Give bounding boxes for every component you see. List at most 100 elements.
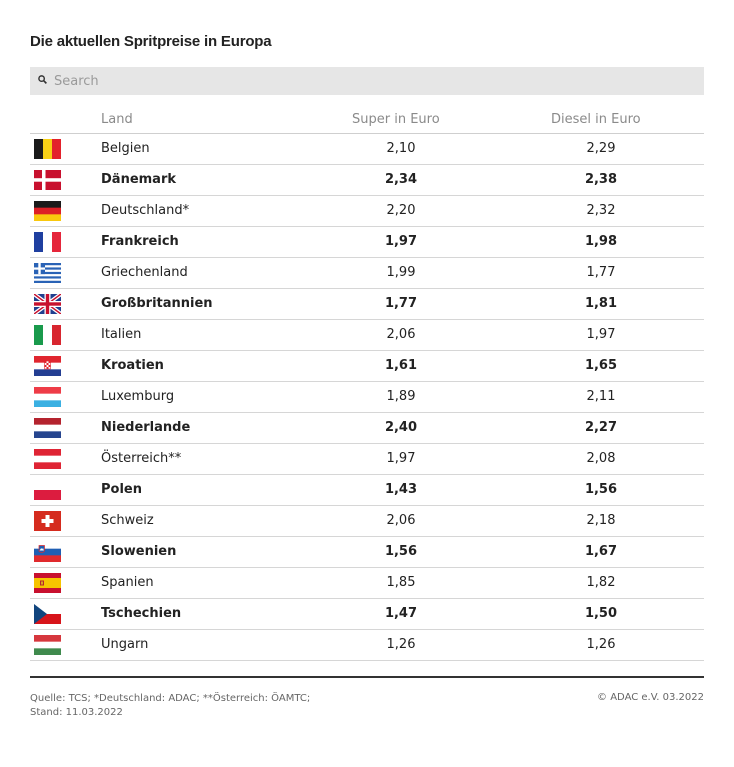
land-cell: Luxemburg (101, 389, 175, 404)
source-line: Quelle: TCS; *Deutschland: ADAC; **Öster… (30, 693, 311, 704)
diesel-price-cell: 1,56 (584, 482, 618, 497)
land-cell: Polen (101, 482, 142, 497)
flag-germany-icon (34, 201, 61, 221)
diesel-price-cell: 2,11 (586, 389, 616, 404)
diesel-price-cell: 2,29 (586, 141, 616, 156)
flag-italy-icon (34, 325, 61, 345)
source-note: Quelle: TCS; *Deutschland: ADAC; **Öster… (30, 692, 450, 720)
land-cell: Tschechien (101, 606, 182, 621)
diesel-price-cell: 1,65 (584, 358, 618, 373)
table-bottom-rule (30, 676, 704, 678)
diesel-price-cell: 1,50 (584, 606, 618, 621)
column-header-diesel[interactable]: Diesel in Euro (551, 112, 641, 127)
diesel-price-cell: 1,82 (586, 575, 616, 590)
super-price-cell: 2,06 (386, 513, 416, 528)
land-cell: Deutschland* (101, 203, 190, 218)
diesel-price-cell: 2,08 (586, 451, 616, 466)
table-row: Ungarn 1,26 1,26 (30, 630, 704, 661)
super-price-cell: 2,20 (386, 203, 416, 218)
copyright-note: © ADAC e.V. 03.2022 (597, 692, 704, 703)
flag-denmark-icon (34, 170, 61, 190)
diesel-price-cell: 1,67 (584, 544, 618, 559)
table-header: Land Super in Euro Diesel in Euro (30, 103, 704, 134)
land-cell: Kroatien (101, 358, 164, 373)
flag-hungary-icon (34, 635, 61, 655)
flag-belgium-icon (34, 139, 61, 159)
diesel-price-cell: 1,81 (584, 296, 618, 311)
table-row: Niederlande 2,40 2,27 (30, 413, 704, 444)
diesel-price-cell: 2,32 (586, 203, 616, 218)
table-row: Polen 1,43 1,56 (30, 475, 704, 506)
diesel-price-cell: 1,26 (586, 637, 616, 652)
super-price-cell: 2,40 (384, 420, 418, 435)
land-cell: Österreich** (101, 451, 182, 466)
flag-luxembourg-icon (34, 387, 61, 407)
flag-uk-icon (34, 294, 61, 314)
flag-france-icon (34, 232, 61, 252)
land-cell: Schweiz (101, 513, 154, 528)
search-bar[interactable] (30, 67, 704, 95)
super-price-cell: 1,89 (386, 389, 416, 404)
super-price-cell: 2,10 (386, 141, 416, 156)
super-price-cell: 1,85 (386, 575, 416, 590)
table-row: Großbritannien 1,77 1,81 (30, 289, 704, 320)
table-row: Spanien 1,85 1,82 (30, 568, 704, 599)
diesel-price-cell: 2,27 (584, 420, 618, 435)
super-price-cell: 1,43 (384, 482, 418, 497)
super-price-cell: 1,97 (384, 234, 418, 249)
table-row: Kroatien 1,61 1,65 (30, 351, 704, 382)
super-price-cell: 2,34 (384, 172, 418, 187)
flag-austria-icon (34, 449, 61, 469)
diesel-price-cell: 1,77 (586, 265, 616, 280)
super-price-cell: 1,99 (386, 265, 416, 280)
table-row: Dänemark 2,34 2,38 (30, 165, 704, 196)
land-cell: Griechenland (101, 265, 188, 280)
flag-slovenia-icon (34, 542, 61, 562)
super-price-cell: 1,77 (384, 296, 418, 311)
table-body: Belgien 2,10 2,29 Dänemark 2,34 2,38 Deutschla… (30, 134, 704, 661)
super-price-cell: 1,97 (386, 451, 416, 466)
land-cell: Slowenien (101, 544, 177, 559)
flag-netherlands-icon (34, 418, 61, 438)
diesel-price-cell: 2,18 (586, 513, 616, 528)
flag-poland-icon (34, 480, 61, 500)
super-price-cell: 1,26 (386, 637, 416, 652)
land-cell: Italien (101, 327, 142, 342)
flag-switzerland-icon (34, 511, 61, 531)
land-cell: Niederlande (101, 420, 191, 435)
land-cell: Ungarn (101, 637, 149, 652)
land-cell: Frankreich (101, 234, 179, 249)
super-price-cell: 1,61 (384, 358, 418, 373)
table-row: Österreich** 1,97 2,08 (30, 444, 704, 475)
chart-title: Die aktuellen Spritpreise in Europa (30, 33, 272, 50)
column-header-land[interactable]: Land (101, 112, 133, 127)
land-cell: Spanien (101, 575, 154, 590)
table-row: Frankreich 1,97 1,98 (30, 227, 704, 258)
flag-spain-icon (34, 573, 61, 593)
diesel-price-cell: 2,38 (584, 172, 618, 187)
search-input[interactable] (54, 67, 694, 95)
diesel-price-cell: 1,98 (584, 234, 618, 249)
column-header-super[interactable]: Super in Euro (352, 112, 440, 127)
table-row: Luxemburg 1,89 2,11 (30, 382, 704, 413)
land-cell: Belgien (101, 141, 150, 156)
table-row: Tschechien 1,47 1,50 (30, 599, 704, 630)
land-cell: Großbritannien (101, 296, 213, 311)
search-icon (38, 75, 47, 84)
super-price-cell: 1,56 (384, 544, 418, 559)
table-row: Belgien 2,10 2,29 (30, 134, 704, 165)
table-row: Griechenland 1,99 1,77 (30, 258, 704, 289)
table-row: Italien 2,06 1,97 (30, 320, 704, 351)
diesel-price-cell: 1,97 (586, 327, 616, 342)
table-row: Schweiz 2,06 2,18 (30, 506, 704, 537)
super-price-cell: 1,47 (384, 606, 418, 621)
table-row: Deutschland* 2,20 2,32 (30, 196, 704, 227)
flag-croatia-icon (34, 356, 61, 376)
flag-czech-icon (34, 604, 61, 624)
table-row: Slowenien 1,56 1,67 (30, 537, 704, 568)
super-price-cell: 2,06 (386, 327, 416, 342)
flag-greece-icon (34, 263, 61, 283)
date-line: Stand: 11.03.2022 (30, 707, 123, 718)
land-cell: Dänemark (101, 172, 177, 187)
